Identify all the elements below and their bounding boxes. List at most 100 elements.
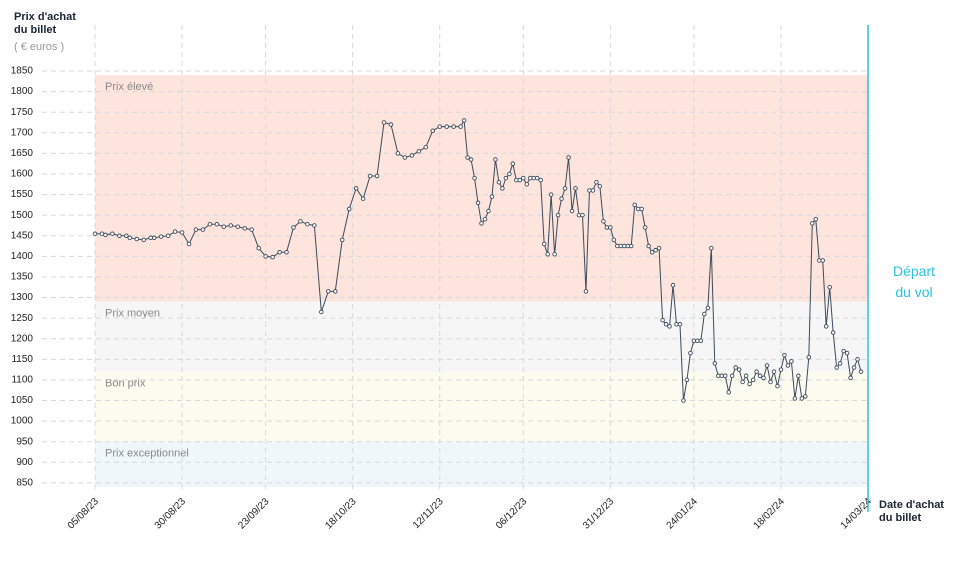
band-label: Bon prix: [105, 378, 146, 390]
price-point: [479, 221, 484, 226]
price-point: [242, 226, 247, 231]
price-point: [747, 381, 752, 387]
price-point: [534, 175, 540, 181]
y-tick-label: 1000: [11, 416, 34, 427]
price-point: [186, 241, 192, 247]
price-point: [642, 225, 648, 230]
price-point: [263, 254, 268, 259]
price-point: [750, 377, 756, 383]
price-point: [381, 120, 387, 125]
price-point: [141, 237, 146, 243]
price-band: [95, 441, 868, 487]
price-point: [844, 350, 850, 356]
price-point: [792, 396, 798, 401]
price-point: [486, 208, 491, 214]
price-point: [249, 227, 254, 232]
price-point: [597, 184, 603, 189]
price-point: [688, 350, 693, 356]
y-tick-label: 1150: [11, 354, 33, 365]
price-point: [339, 237, 345, 243]
price-point: [482, 217, 488, 222]
price-point: [461, 118, 467, 123]
price-point: [103, 232, 108, 238]
price-point: [200, 227, 206, 232]
price-band: [95, 301, 868, 372]
y-tick-label: 1650: [11, 148, 34, 159]
price-point: [670, 282, 676, 288]
y-tick-label: 1600: [11, 169, 34, 180]
price-point: [806, 355, 812, 360]
price-point: [430, 128, 436, 133]
price-point: [726, 390, 731, 395]
y-tick-label: 1700: [11, 127, 34, 138]
price-point: [583, 289, 589, 294]
price-point: [298, 219, 303, 224]
price-point: [214, 221, 220, 227]
price-point: [653, 247, 658, 253]
price-point: [733, 365, 738, 370]
price-point: [291, 225, 296, 230]
price-point: [165, 233, 171, 239]
price-point: [552, 252, 557, 257]
price-point: [569, 208, 575, 214]
price-point: [117, 233, 122, 239]
price-point: [799, 396, 805, 401]
price-point: [493, 157, 498, 162]
price-point: [559, 196, 564, 201]
price-point: [705, 305, 711, 311]
y-tick-label: 1450: [11, 230, 34, 241]
y-tick-label: 1100: [11, 375, 33, 386]
price-point: [172, 229, 178, 234]
price-point: [437, 124, 442, 129]
price-point: [709, 245, 714, 251]
price-point: [820, 258, 825, 263]
price-point: [698, 338, 704, 344]
price-point: [524, 182, 530, 187]
price-point: [193, 227, 199, 232]
price-point: [468, 157, 474, 162]
price-point: [489, 194, 495, 199]
price-point: [409, 153, 415, 158]
price-point: [778, 367, 784, 372]
price-point: [782, 352, 787, 358]
price-point: [855, 357, 860, 362]
y-tick-label: 1550: [11, 189, 34, 200]
price-point: [608, 225, 613, 230]
y-tick-label: 1850: [11, 66, 34, 77]
y-axis-title: Prix d'achat du billet: [14, 11, 76, 36]
price-point: [207, 221, 213, 227]
price-point: [541, 241, 547, 247]
y-tick-label: 1400: [11, 251, 34, 262]
departure-label: Départ du vol: [892, 263, 936, 300]
price-point: [465, 155, 470, 160]
band-label: Prix moyen: [105, 308, 160, 320]
price-point: [402, 155, 408, 160]
price-point: [667, 324, 672, 329]
price-point: [221, 224, 227, 229]
price-point: [124, 233, 129, 239]
band-label: Prix exceptionnel: [105, 448, 189, 460]
price-point: [151, 235, 157, 241]
y-tick-label: 950: [16, 436, 33, 447]
price-point: [496, 179, 502, 185]
price-point: [858, 369, 864, 374]
price-point: [179, 230, 185, 235]
price-point: [360, 196, 366, 201]
y-tick-label: 900: [16, 457, 33, 468]
price-point: [813, 217, 819, 222]
price-point: [722, 373, 728, 379]
price-point: [768, 379, 773, 385]
price-point: [729, 373, 735, 379]
price-point: [346, 206, 352, 212]
price-point: [834, 365, 839, 370]
price-point: [573, 186, 578, 191]
y-tick-label: 1800: [11, 86, 34, 97]
price-point: [851, 365, 857, 370]
price-point: [127, 235, 133, 241]
x-axis-title: Date d'achat du billet: [879, 499, 944, 524]
price-point: [646, 243, 651, 249]
price-point: [555, 212, 561, 218]
price-point: [538, 177, 543, 183]
price-point: [684, 377, 690, 383]
price-point: [677, 322, 683, 327]
